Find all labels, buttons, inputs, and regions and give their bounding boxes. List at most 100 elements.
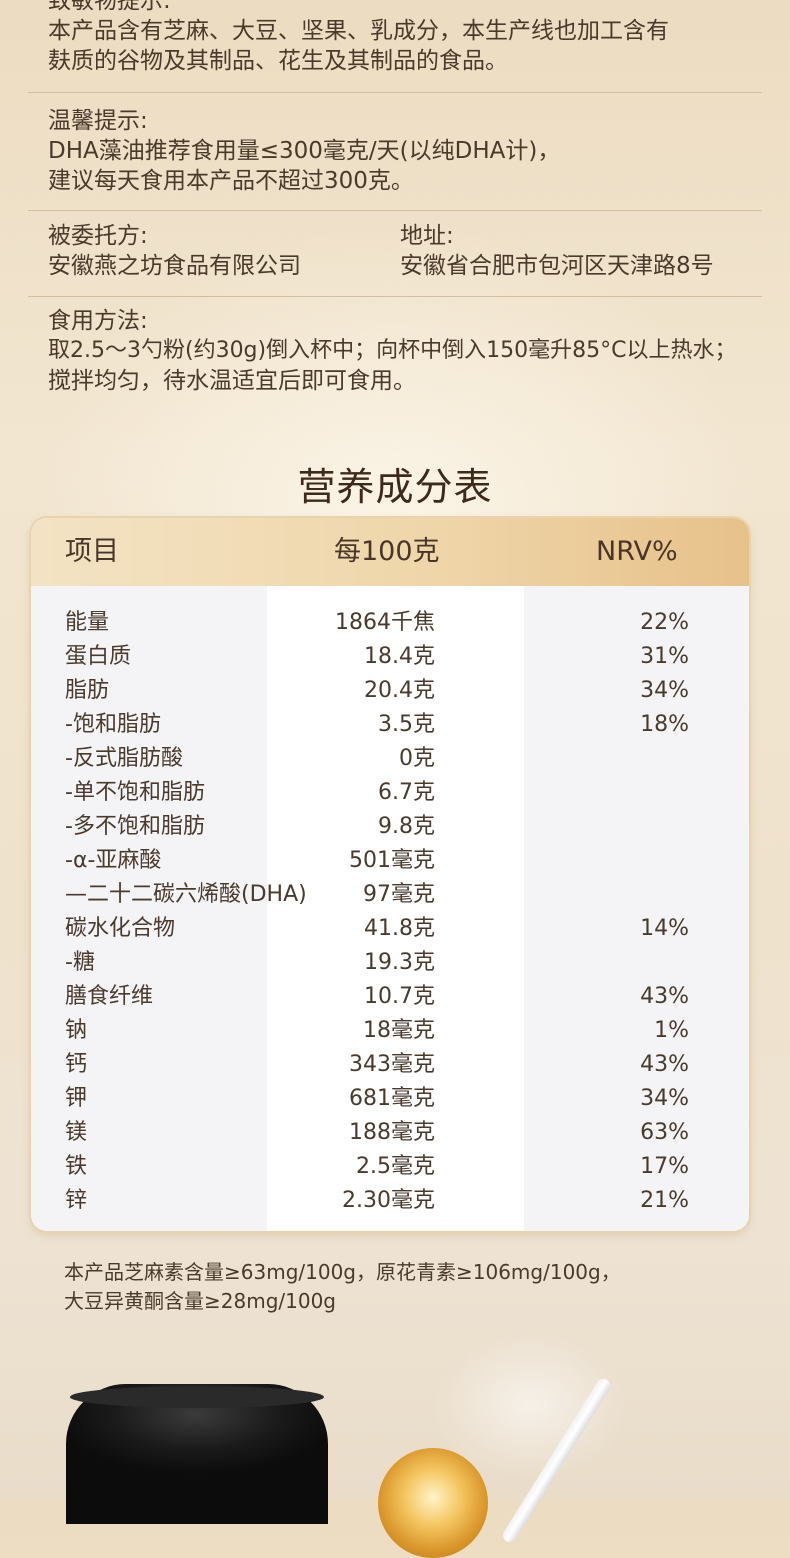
table-row: 碳水化合物 41.8克 14% — [31, 912, 749, 946]
nutrient-amount: 6.7克 — [378, 780, 435, 805]
nutrient-name: —二十二碳六烯酸(DHA) — [65, 882, 307, 907]
nutrient-amount: 20.4克 — [364, 678, 435, 703]
table-row: 蛋白质 18.4克 31% — [31, 640, 749, 674]
nutrient-name: 镁 — [65, 1120, 88, 1145]
nutrient-name: 膳食纤维 — [65, 984, 154, 1009]
nutrient-name: 铁 — [65, 1154, 88, 1179]
table-row: -α-亚麻酸 501毫克 — [31, 844, 749, 878]
nutrient-nrv: 34% — [640, 1086, 689, 1111]
nutrient-name: 能量 — [65, 610, 110, 635]
footnote-line-2: 大豆异黄酮含量≥28mg/100g — [64, 1289, 336, 1313]
tips-title: 温馨提示: — [48, 108, 148, 134]
nutrient-amount: 9.8克 — [378, 814, 435, 839]
table-row: -多不饱和脂肪 9.8克 — [31, 810, 749, 844]
nutrient-nrv: 17% — [640, 1154, 689, 1179]
nutrient-amount: 3.5克 — [378, 712, 435, 737]
divider — [28, 92, 762, 93]
nutrient-amount: 10.7克 — [364, 984, 435, 1009]
nutrient-name: 蛋白质 — [65, 644, 132, 669]
nutrient-amount: 18.4克 — [364, 644, 435, 669]
footnote-line-1: 本产品芝麻素含量≥63mg/100g，原花青素≥106mg/100g， — [64, 1260, 621, 1284]
allergen-line-2: 麸质的谷物及其制品、花生及其制品的食品。 — [48, 48, 508, 74]
nutrient-name: 钠 — [65, 1018, 88, 1043]
nutrient-nrv: 21% — [640, 1188, 689, 1213]
nutrient-nrv: 18% — [640, 712, 689, 737]
table-row: 锌 2.30毫克 21% — [31, 1184, 749, 1218]
nutrient-nrv: 43% — [640, 1052, 689, 1077]
nutrient-amount: 97毫克 — [363, 882, 435, 907]
nutrition-table: 项目 每100克 NRV% 能量 1864千焦 22% 蛋白质 18.4克 31% 脂肪 20… — [31, 518, 749, 1231]
table-row: -糖 19.3克 — [31, 946, 749, 980]
column-band-left — [31, 586, 267, 1231]
nutrient-amount: 681毫克 — [349, 1086, 435, 1111]
nutrient-amount: 2.30毫克 — [342, 1188, 435, 1213]
divider — [28, 296, 762, 297]
nutrient-name: 脂肪 — [65, 678, 110, 703]
nutrition-title: 营养成分表 — [297, 465, 493, 509]
nutrient-name: -多不饱和脂肪 — [65, 814, 205, 839]
column-band-right — [524, 586, 749, 1231]
table-row: 膳食纤维 10.7克 43% — [31, 980, 749, 1014]
nutrient-name: 钾 — [65, 1086, 88, 1111]
nutrient-amount: 18毫克 — [363, 1018, 435, 1043]
table-row: 能量 1864千焦 22% — [31, 606, 749, 640]
usage-section: 食用方法: 取2.5～3勺粉(约30g)倒入杯中；向杯中倒入150毫升85°C以… — [48, 306, 782, 396]
tips-line-2: 建议每天食用本产品不超过300克。 — [48, 168, 414, 194]
allergen-line-1: 本产品含有芝麻、大豆、坚果、乳成分，本生产线也加工含有 — [48, 18, 669, 44]
nutrient-amount: 1864千焦 — [335, 610, 435, 635]
usage-line-1: 取2.5～3勺粉(约30g)倒入杯中；向杯中倒入150毫升85°C以上热水； — [48, 338, 737, 363]
divider — [28, 210, 762, 211]
nutrient-name: 碳水化合物 — [65, 916, 176, 941]
table-row: 钠 18毫克 1% — [31, 1014, 749, 1048]
nutrient-name: -糖 — [65, 950, 95, 975]
table-row: -单不饱和脂肪 6.7克 — [31, 776, 749, 810]
table-row: 钙 343毫克 43% — [31, 1048, 749, 1082]
address-value: 安徽省合肥市包河区天津路8号 — [400, 253, 714, 279]
tips-line-1: DHA藻油推荐食用量≤300毫克/天(以纯DHA计)， — [48, 138, 561, 164]
product-jar-lid — [70, 1386, 324, 1408]
nutrient-nrv: 14% — [640, 916, 689, 941]
nutrient-amount: 188毫克 — [349, 1120, 435, 1145]
nutrient-nrv: 1% — [654, 1018, 689, 1043]
nutrient-name: 锌 — [65, 1188, 88, 1213]
address-label: 地址: — [400, 223, 454, 249]
table-row: -饱和脂肪 3.5克 18% — [31, 708, 749, 742]
nutrient-nrv: 22% — [640, 610, 689, 635]
usage-line-2: 搅拌均匀，待水温适宜后即可食用。 — [48, 368, 416, 394]
table-row: 镁 188毫克 63% — [31, 1116, 749, 1150]
nutrient-nrv: 31% — [640, 644, 689, 669]
nutrient-name: -饱和脂肪 — [65, 712, 161, 737]
header-per-100g: 每100克 — [334, 536, 440, 567]
nutrient-name: 钙 — [65, 1052, 88, 1077]
gold-badge-image — [378, 1448, 488, 1558]
nutrient-nrv: 63% — [640, 1120, 689, 1145]
nutrient-amount: 2.5毫克 — [356, 1154, 435, 1179]
table-row: 铁 2.5毫克 17% — [31, 1150, 749, 1184]
table-body: 能量 1864千焦 22% 蛋白质 18.4克 31% 脂肪 20.4克 34% -饱和脂肪 3.5… — [31, 606, 749, 1218]
address-section: 地址: 安徽省合肥市包河区天津路8号 — [400, 221, 766, 281]
table-row: -反式脂肪酸 0克 — [31, 742, 749, 776]
header-item: 项目 — [65, 536, 119, 567]
tips-section: 温馨提示: DHA藻油推荐食用量≤300毫克/天(以纯DHA计)， 建议每天食用… — [48, 106, 766, 196]
nutrient-name: -单不饱和脂肪 — [65, 780, 205, 805]
entrusted-label: 被委托方: — [48, 223, 148, 249]
entrusted-value: 安徽燕之坊食品有限公司 — [48, 253, 301, 279]
nutrient-nrv: 43% — [640, 984, 689, 1009]
table-row: —二十二碳六烯酸(DHA) 97毫克 — [31, 878, 749, 912]
nutrient-amount: 343毫克 — [349, 1052, 435, 1077]
nutrient-amount: 41.8克 — [364, 916, 435, 941]
nutrient-amount: 19.3克 — [364, 950, 435, 975]
nutrient-amount: 0克 — [399, 746, 435, 771]
footnote: 本产品芝麻素含量≥63mg/100g，原花青素≥106mg/100g， 大豆异黄… — [64, 1258, 621, 1316]
allergen-section: 致敏物提示: 本产品含有芝麻、大豆、坚果、乳成分，本生产线也加工含有 麸质的谷物… — [48, 0, 766, 76]
nutrient-name: -α-亚麻酸 — [65, 848, 162, 873]
header-nrv: NRV% — [596, 536, 678, 567]
usage-title: 食用方法: — [48, 308, 148, 334]
allergen-title: 致敏物提示: — [48, 0, 171, 14]
table-row: 脂肪 20.4克 34% — [31, 674, 749, 708]
nutrient-name: -反式脂肪酸 — [65, 746, 183, 771]
table-row: 钾 681毫克 34% — [31, 1082, 749, 1116]
nutrient-amount: 501毫克 — [349, 848, 435, 873]
entrusted-section: 被委托方: 安徽燕之坊食品有限公司 — [48, 221, 766, 281]
nutrient-nrv: 34% — [640, 678, 689, 703]
